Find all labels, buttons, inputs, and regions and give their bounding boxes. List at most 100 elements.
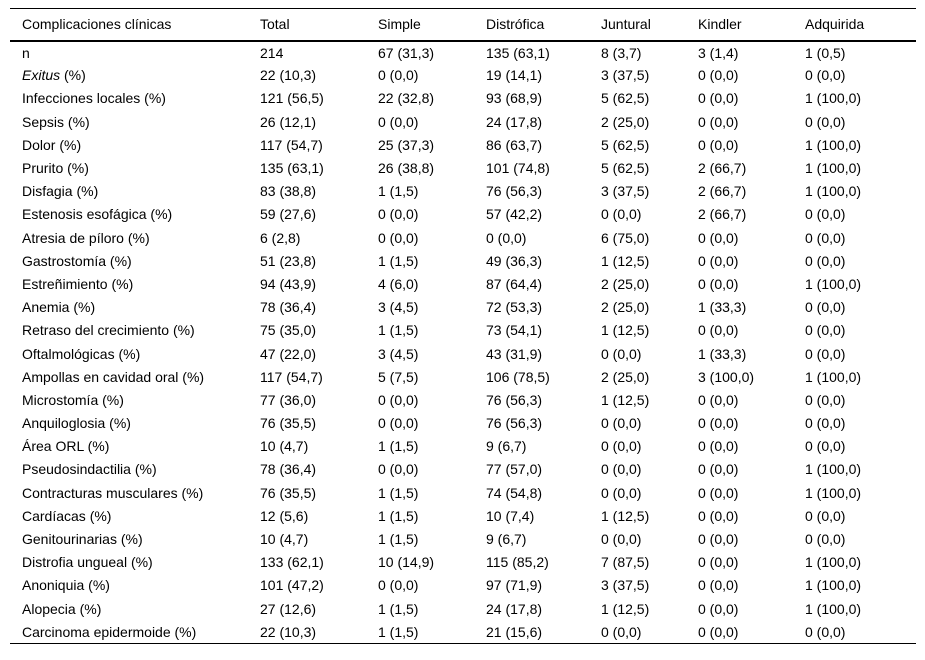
cell-value: 76 (35,5) [260, 484, 317, 501]
cell-value: 1 (100,0) [805, 136, 862, 153]
cell-value: 10 (4,7) [260, 438, 309, 455]
cell-value: 0 (0,0) [601, 623, 642, 640]
cell-value: 83 (38,8) [260, 183, 317, 200]
cell-value: 0 (0,0) [698, 461, 739, 478]
table-row: Área ORL (%) 10 (4,7) 1 (1,5) 9 (6,7) 0 (0,0… [10, 435, 916, 458]
cell-value: 1 (100,0) [805, 160, 862, 177]
row-label: Anoniquia (%) [22, 577, 110, 594]
cell-value: 1 (12,5) [601, 391, 650, 408]
table-header-row: Complicaciones clínicas Total Simple Dis… [10, 8, 916, 42]
cell-value: 0 (0,0) [805, 391, 846, 408]
cell-value: 2 (66,7) [698, 160, 747, 177]
cell-value: 0 (0,0) [805, 252, 846, 269]
cell-value: 117 (54,7) [260, 368, 323, 385]
cell-value: 9 (6,7) [486, 438, 527, 455]
table-row: Estenosis esofágica (%) 59 (27,6) 0 (0,0) 5… [10, 203, 916, 226]
table-row: Oftalmológicas (%) 47 (22,0) 3 (4,5) 43 (31… [10, 342, 916, 365]
cell-value: 0 (0,0) [486, 229, 527, 246]
row-label: Alopecia (%) [22, 600, 102, 617]
cell-value: 74 (54,8) [486, 484, 543, 501]
row-label: n [22, 44, 30, 61]
cell-value: 0 (0,0) [698, 623, 739, 640]
cell-value: 0 (0,0) [601, 531, 642, 548]
cell-value: 24 (17,8) [486, 113, 543, 130]
row-label: Exitus (%) [22, 67, 86, 84]
cell-value: 3 (37,5) [601, 183, 650, 200]
cell-value: 1 (100,0) [805, 554, 862, 571]
cell-value: 3 (37,5) [601, 67, 650, 84]
table-row: Pseudosindactilia (%) 78 (36,4) 0 (0,0) 77 … [10, 458, 916, 481]
cell-value: 0 (0,0) [805, 206, 846, 223]
row-label: Gastrostomía (%) [22, 252, 132, 269]
column-header-total: Total [260, 8, 378, 42]
cell-value: 0 (0,0) [378, 113, 419, 130]
cell-value: 43 (31,9) [486, 345, 543, 362]
cell-value: 51 (23,8) [260, 252, 317, 269]
cell-value: 75 (35,0) [260, 322, 317, 339]
clinical-complications-table: Complicaciones clínicas Total Simple Dis… [10, 8, 916, 644]
cell-value: 0 (0,0) [805, 299, 846, 316]
cell-value: 0 (0,0) [698, 577, 739, 594]
cell-value: 76 (35,5) [260, 415, 317, 432]
cell-value: 1 (1,5) [378, 183, 419, 200]
row-label-italic: Exitus [22, 67, 61, 84]
cell-value: 0 (0,0) [805, 322, 846, 339]
cell-value: 87 (64,4) [486, 275, 543, 292]
cell-value: 1 (100,0) [805, 577, 862, 594]
table-row: Anemia (%) 78 (36,4) 3 (4,5) 72 (53,3) 2 (25… [10, 296, 916, 319]
cell-value: 1 (100,0) [805, 368, 862, 385]
cell-value: 26 (12,1) [260, 113, 317, 130]
row-label: Oftalmológicas (%) [22, 345, 141, 362]
cell-value: 1 (12,5) [601, 600, 650, 617]
column-header-simple: Simple [378, 8, 486, 42]
cell-value: 5 (62,5) [601, 136, 650, 153]
row-label: Anemia (%) [22, 299, 96, 316]
cell-value: 1 (100,0) [805, 484, 862, 501]
table-row: Anquiloglosia (%) 76 (35,5) 0 (0,0) 76 (56,… [10, 412, 916, 435]
table-row: n 214 67 (31,3) 135 (63,1) 8 (3,7) 3 (1,4) 1 (… [10, 41, 916, 64]
cell-value: 101 (74,8) [486, 160, 550, 177]
cell-value: 2 (25,0) [601, 368, 650, 385]
cell-value: 0 (0,0) [698, 90, 739, 107]
cell-value: 3 (1,4) [698, 44, 739, 61]
cell-value: 0 (0,0) [378, 206, 419, 223]
cell-value: 76 (56,3) [486, 415, 543, 432]
cell-value: 0 (0,0) [378, 415, 419, 432]
table-row: Estreñimiento (%) 94 (43,9) 4 (6,0) 87 (64,… [10, 272, 916, 295]
cell-value: 1 (100,0) [805, 183, 862, 200]
cell-value: 7 (87,5) [601, 554, 650, 571]
cell-value: 8 (3,7) [601, 44, 642, 61]
cell-value: 25 (37,3) [378, 136, 435, 153]
cell-value: 0 (0,0) [698, 484, 739, 501]
table-row: Ampollas en cavidad oral (%) 117 (54,7) 5 … [10, 365, 916, 388]
cell-value: 86 (63,7) [486, 136, 543, 153]
table-row: Genitourinarias (%) 10 (4,7) 1 (1,5) 9 (6,7… [10, 527, 916, 550]
table-row: Infecciones locales (%) 121 (56,5) 22 (32,… [10, 87, 916, 110]
cell-value: 6 (75,0) [601, 229, 650, 246]
column-header-juntural: Juntural [601, 8, 698, 42]
cell-value: 19 (14,1) [486, 67, 543, 84]
cell-value: 0 (0,0) [698, 391, 739, 408]
cell-value: 2 (66,7) [698, 183, 747, 200]
cell-value: 97 (71,9) [486, 577, 543, 594]
row-label: Ampollas en cavidad oral (%) [22, 368, 205, 385]
row-label: Disfagia (%) [22, 183, 99, 200]
table-row: Alopecia (%) 27 (12,6) 1 (1,5) 24 (17,8) 1 (… [10, 597, 916, 620]
cell-value: 0 (0,0) [378, 229, 419, 246]
cell-value: 0 (0,0) [378, 67, 419, 84]
cell-value: 24 (17,8) [486, 600, 543, 617]
table-row: Prurito (%) 135 (63,1) 26 (38,8) 101 (74,8)… [10, 156, 916, 179]
cell-value: 0 (0,0) [601, 345, 642, 362]
row-label: Atresia de píloro (%) [22, 229, 150, 246]
row-label: Dolor (%) [22, 136, 82, 153]
table-row: Retraso del crecimiento (%) 75 (35,0) 1 (1… [10, 319, 916, 342]
cell-value: 0 (0,0) [698, 531, 739, 548]
table-row: Contracturas musculares (%) 76 (35,5) 1 (1… [10, 481, 916, 504]
cell-value: 27 (12,6) [260, 600, 317, 617]
row-label: Carcinoma epidermoide (%) [22, 623, 197, 640]
table-row: Gastrostomía (%) 51 (23,8) 1 (1,5) 49 (36,3… [10, 249, 916, 272]
row-label: Genitourinarias (%) [22, 531, 143, 548]
cell-value: 22 (32,8) [378, 90, 435, 107]
cell-value: 1 (1,5) [378, 507, 419, 524]
cell-value: 57 (42,2) [486, 206, 543, 223]
